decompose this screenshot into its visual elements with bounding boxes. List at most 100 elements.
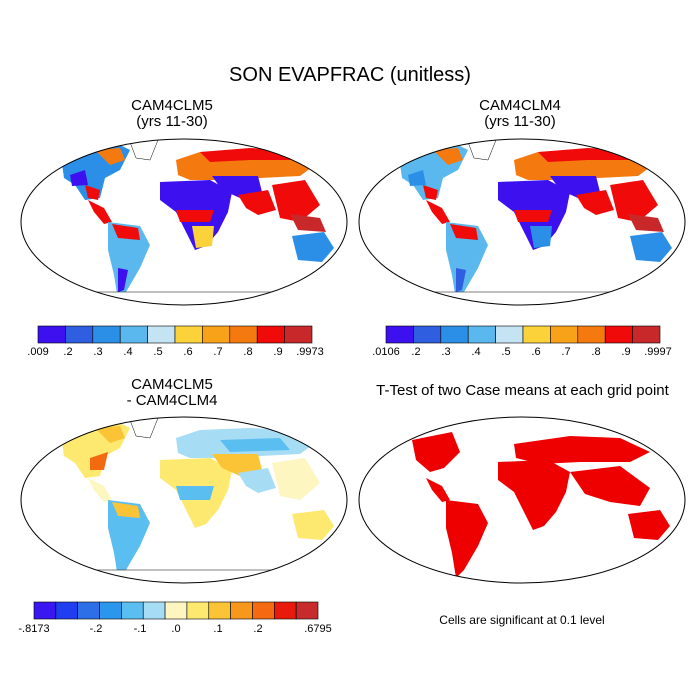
map3-antarctica bbox=[49, 569, 321, 583]
panel3-title-line1: CAM4CLM5 bbox=[131, 376, 213, 393]
cb2-label-3: .4 bbox=[471, 346, 481, 358]
cb3-swatch-2 bbox=[77, 601, 100, 620]
map2-middle-east bbox=[550, 176, 600, 198]
map3-middle-east bbox=[212, 454, 262, 476]
cb1-label-9: .9973 bbox=[296, 346, 324, 358]
cb2-label-5: .6 bbox=[531, 346, 541, 358]
cb2-swatch-2 bbox=[440, 325, 469, 344]
map2-indonesia bbox=[628, 214, 664, 232]
map4-south-asia bbox=[570, 466, 650, 506]
cb2-swatch-1 bbox=[413, 325, 442, 344]
cb3-label-3: .0 bbox=[171, 623, 181, 635]
map1-central-america bbox=[88, 200, 112, 224]
map2-patagonia bbox=[456, 268, 466, 292]
map3-us-east bbox=[90, 452, 108, 470]
cb1-swatch-4 bbox=[147, 325, 176, 344]
panel1-title-line2: (yrs 11-30) bbox=[136, 113, 208, 130]
cb2-label-7: .8 bbox=[591, 346, 601, 358]
panel3-title-line2: - CAM4CLM4 bbox=[126, 392, 218, 409]
map3-amazon-north bbox=[112, 502, 140, 518]
map2-antarctica bbox=[387, 291, 659, 305]
cb1-label-8: .9 bbox=[273, 346, 283, 358]
cb1-label-6: .7 bbox=[213, 346, 223, 358]
cb3-swatch-5 bbox=[142, 601, 166, 620]
panel1-title-line1: CAM4CLM5 bbox=[131, 97, 213, 114]
map2-se-asia bbox=[610, 180, 658, 222]
cb1-label-3: .4 bbox=[123, 346, 133, 358]
colorbar-2 bbox=[385, 325, 661, 344]
cb2-swatch-3 bbox=[467, 325, 496, 344]
cb2-label-6: .7 bbox=[561, 346, 571, 358]
map4-north-america bbox=[412, 432, 460, 472]
map1-sahel bbox=[176, 210, 214, 222]
map-panel-2 bbox=[358, 138, 686, 306]
cb1-swatch-2 bbox=[92, 325, 121, 344]
cb3-swatch-12 bbox=[295, 601, 319, 620]
cb3-swatch-9 bbox=[230, 601, 253, 620]
map3-sahel bbox=[176, 486, 214, 500]
panel3-title: CAM4CLM5 - CAM4CLM4 bbox=[72, 377, 272, 409]
map3-south-america bbox=[108, 500, 150, 578]
cb3-label-5: .2 bbox=[253, 623, 263, 635]
cb2-swatch-8 bbox=[604, 325, 633, 344]
panel4-title-line1: T-Test of two Case means at each grid po… bbox=[376, 382, 669, 399]
cb3-label-6: .6795 bbox=[304, 623, 332, 635]
cb3-swatch-10 bbox=[252, 601, 275, 620]
map4-australia bbox=[628, 510, 670, 540]
cb1-swatch-9 bbox=[284, 325, 313, 344]
map2-central-america bbox=[426, 200, 450, 224]
map1-canada-east bbox=[95, 148, 125, 165]
cb2-swatch-9 bbox=[632, 325, 661, 344]
map-panel-1 bbox=[20, 138, 348, 306]
cb3-swatch-0 bbox=[33, 601, 57, 620]
cb3-swatch-1 bbox=[55, 601, 78, 620]
cb3-label-2: -.1 bbox=[133, 623, 147, 635]
map2-sahel bbox=[514, 210, 552, 222]
cb3-swatch-6 bbox=[164, 601, 188, 620]
cb1-swatch-5 bbox=[174, 325, 203, 344]
cb3-swatch-7 bbox=[186, 601, 210, 620]
map3-se-asia bbox=[272, 458, 320, 500]
cb2-label-8: .9 bbox=[621, 346, 631, 358]
significance-note: Cells are significant at 0.1 level bbox=[439, 613, 605, 627]
map2-australia bbox=[630, 232, 672, 262]
panel2-title-line2: (yrs 11-30) bbox=[484, 113, 556, 130]
map1-se-asia bbox=[272, 180, 320, 222]
map1-antarctica bbox=[49, 291, 321, 305]
cb1-swatch-1 bbox=[65, 325, 94, 344]
map1-patagonia bbox=[118, 268, 128, 292]
cb3-label-0: -.8173 bbox=[18, 623, 50, 635]
cb2-swatch-4 bbox=[495, 325, 524, 344]
cb3-swatch-3 bbox=[99, 601, 122, 620]
cb2-swatch-0 bbox=[385, 325, 414, 344]
map2-india bbox=[576, 190, 614, 215]
cb2-label-9: .9997 bbox=[644, 346, 672, 358]
cb1-label-5: .6 bbox=[183, 346, 193, 358]
map2-border bbox=[358, 138, 686, 306]
map1-border bbox=[20, 138, 348, 306]
panel2-title-line1: CAM4CLM4 bbox=[479, 97, 561, 114]
colorbar-3 bbox=[33, 601, 319, 620]
map1-us-southeast bbox=[85, 185, 100, 200]
cb1-label-1: .2 bbox=[63, 346, 73, 358]
map4-africa bbox=[498, 460, 570, 530]
cb1-swatch-0 bbox=[37, 325, 66, 344]
map4-central-america bbox=[426, 478, 450, 502]
map-panel-3 bbox=[20, 416, 348, 584]
cb1-swatch-3 bbox=[119, 325, 148, 344]
cb3-swatch-8 bbox=[208, 601, 231, 620]
cb1-swatch-6 bbox=[202, 325, 231, 344]
map3-central-america bbox=[88, 478, 112, 502]
map1-india bbox=[238, 190, 276, 215]
map1-southern-africa bbox=[192, 226, 214, 248]
cb1-swatch-8 bbox=[256, 325, 285, 344]
map3-canada-east bbox=[95, 426, 125, 443]
map3-australia bbox=[292, 510, 334, 540]
map1-us-west bbox=[70, 170, 88, 186]
map4-border bbox=[358, 416, 686, 584]
map3-central-asia bbox=[220, 438, 290, 452]
panel4-title: T-Test of two Case means at each grid po… bbox=[350, 383, 695, 399]
map3-border bbox=[20, 416, 348, 584]
map2-us-west bbox=[408, 170, 426, 186]
